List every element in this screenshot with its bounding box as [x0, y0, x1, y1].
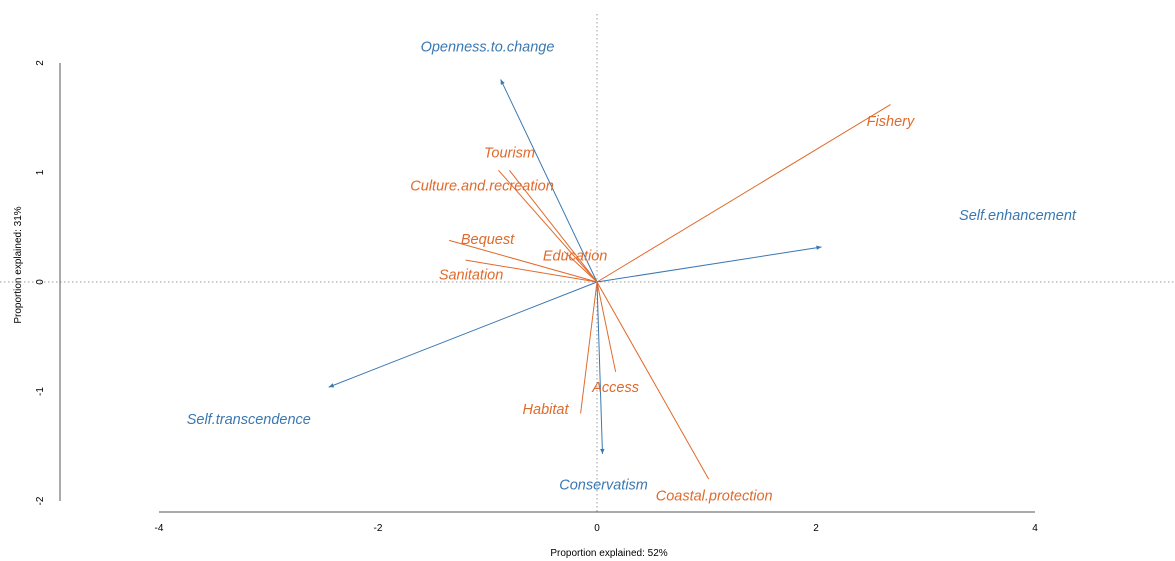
- y-tick-label: 0: [35, 279, 46, 285]
- x-tick-label: -2: [374, 523, 383, 534]
- vector-arrows: [328, 79, 891, 480]
- x-tick-label: -4: [155, 523, 164, 534]
- label-education: Education: [543, 249, 608, 265]
- vector-sanitation: [465, 259, 598, 283]
- vector-openness-to-change: [500, 79, 598, 283]
- vector-tourism: [509, 170, 598, 283]
- zero-reference-lines: [0, 14, 1175, 512]
- y-axis-title: Proportion explained: 31%: [13, 206, 24, 323]
- x-tick-label: 0: [594, 523, 600, 534]
- vector-self-enhancement: [596, 246, 822, 283]
- arrowhead: [328, 383, 335, 388]
- vector-conservatism: [596, 281, 603, 454]
- axes: -4 -2 0 2 4 -2 -1 0 1 2: [35, 60, 1038, 534]
- label-culture-and-recreation: Culture.and.recreation: [410, 179, 553, 195]
- vector-habitat: [580, 281, 598, 414]
- label-openness-to-change: Openness.to.change: [421, 39, 555, 55]
- label-self-enhancement: Self.enhancement: [959, 208, 1077, 224]
- arrowhead: [500, 79, 505, 85]
- vector-culture-and-recreation: [498, 169, 598, 283]
- label-coastal-protection: Coastal.protection: [656, 488, 773, 504]
- label-fishery: Fishery: [867, 114, 915, 130]
- vector-access: [596, 281, 617, 372]
- label-self-transcendence: Self.transcendence: [187, 412, 311, 428]
- label-tourism: Tourism: [484, 146, 535, 162]
- vector-bequest: [449, 239, 598, 283]
- y-tick-label: 1: [35, 169, 46, 175]
- x-axis-title: Proportion explained: 52%: [550, 548, 667, 559]
- y-tick-label: -1: [35, 387, 46, 396]
- x-tick-label: 2: [813, 523, 819, 534]
- vector-labels: Openness.to.change Self.enhancement Self.t…: [187, 39, 1077, 504]
- label-conservatism: Conservatism: [559, 477, 648, 493]
- vector-self-transcendence: [328, 281, 598, 388]
- vector-fishery: [596, 104, 891, 283]
- x-tick-label: 4: [1032, 523, 1038, 534]
- label-sanitation: Sanitation: [439, 267, 504, 283]
- arrowhead: [600, 448, 605, 454]
- label-habitat: Habitat: [523, 402, 570, 418]
- arrowhead: [816, 245, 822, 250]
- vector-education: [563, 250, 598, 283]
- label-access: Access: [591, 380, 639, 396]
- vector-coastal-protection: [596, 281, 710, 480]
- y-tick-label: 2: [35, 60, 46, 66]
- label-bequest: Bequest: [461, 232, 515, 248]
- y-tick-label: -2: [35, 496, 46, 505]
